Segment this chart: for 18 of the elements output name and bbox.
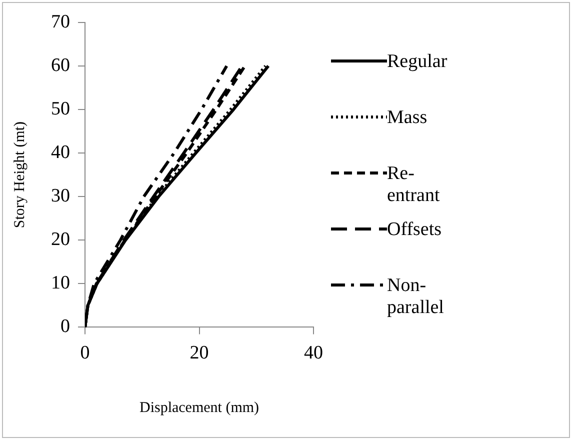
y-tick-label: 40 [51, 142, 70, 164]
y-tick-label: 30 [51, 186, 70, 207]
legend-label: Regular [387, 51, 448, 73]
legend-label: Mass [387, 107, 428, 129]
x-tick-label: 20 [190, 342, 209, 364]
y-tick-label: 20 [51, 229, 70, 250]
legend-label: Offsets [387, 219, 443, 241]
legend-label: Re-entrant [387, 163, 441, 207]
y-axis-title: Story Height (mt) [12, 121, 28, 228]
y-tick-label: 0 [60, 316, 70, 338]
x-tick-label: 0 [80, 342, 90, 364]
y-tick-label: 50 [51, 98, 70, 120]
y-tick-label: 70 [51, 11, 70, 32]
x-tick-label: 40 [304, 342, 323, 364]
y-tick-label: 60 [51, 54, 70, 76]
legend-label: Non-parallel [387, 275, 445, 319]
y-tick-label: 10 [51, 272, 70, 294]
x-axis-title: Displacement (mm) [139, 400, 260, 416]
